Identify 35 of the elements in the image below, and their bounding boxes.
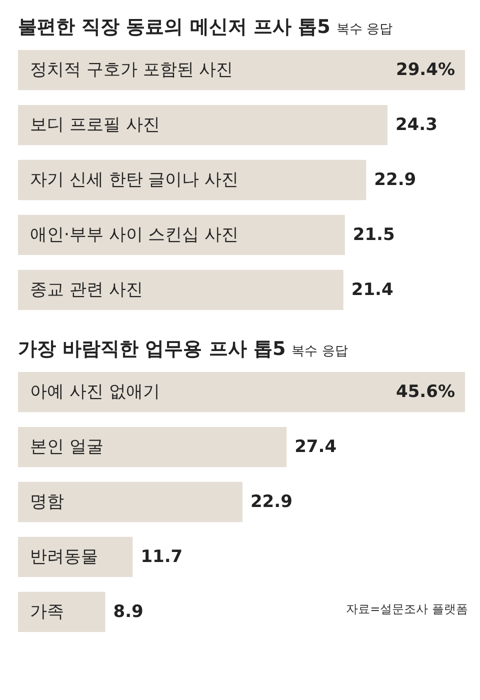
bar [18,214,345,256]
y-tick-label: 아예 사진 없애기 [30,382,160,402]
data-label: 8.9 [113,602,144,622]
bar [18,536,133,578]
chart-subtitle: 복수 응답 [292,344,348,359]
data-label: 11.7 [140,546,183,567]
data-label: 21.4 [351,280,394,300]
y-tick-label: 애인·부부 사이 스킨십 사진 [30,224,239,245]
bar [18,270,344,310]
bar [18,372,465,412]
y-tick-label: 가족 [30,602,64,622]
data-label: 22.9 [250,492,292,512]
y-tick-label: 자기 신세 한탄 글이나 사진 [30,170,239,190]
data-label: 29.4% [396,60,455,80]
data-label: 24.3 [395,115,438,136]
bar [18,482,242,522]
annotation: 자료=설문조사 플랫폼 [346,601,468,618]
chart-title: 가장 바람직한 업무용 프사 톱5 [18,338,286,360]
chart-title: 불편한 직장 동료의 메신저 프사 톱5 [18,16,330,38]
y-tick-label: 정치적 구호가 포함된 사진 [30,60,234,80]
y-tick-label: 보디 프로필 사진 [30,115,160,136]
bar [18,104,388,146]
data-label: 45.6% [396,382,455,402]
chart-subtitle: 복수 응답 [336,22,392,37]
data-label: 21.5 [352,224,395,245]
bar [18,50,465,90]
data-label: 27.4 [294,437,337,458]
y-tick-label: 반려동물 [30,546,98,567]
bar [18,592,106,632]
bar [18,160,366,200]
y-tick-label: 본인 얼굴 [30,437,104,458]
y-tick-label: 명함 [30,492,64,512]
y-tick-label: 종교 관련 사진 [30,280,143,300]
data-label: 22.9 [374,170,416,190]
bar [18,426,287,468]
